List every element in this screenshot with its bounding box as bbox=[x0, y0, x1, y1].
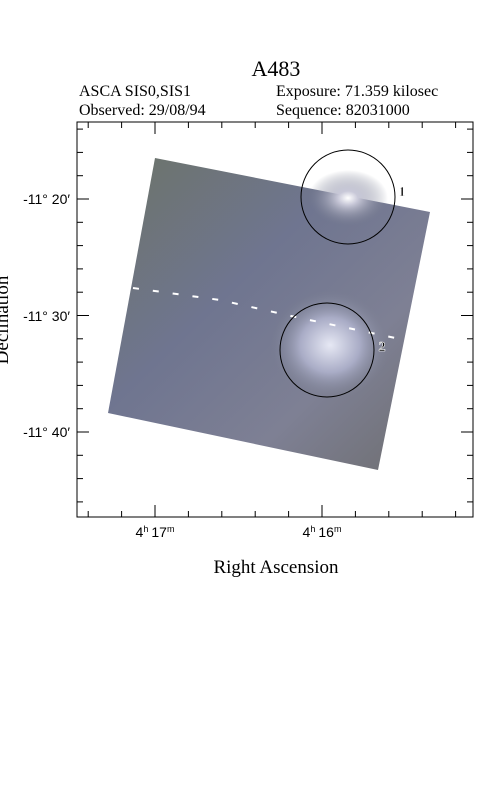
y-tick-label: -11° 30′ bbox=[23, 308, 70, 324]
observed: Observed: 29/08/94 bbox=[79, 102, 206, 119]
x-tick-label: 4h 16m bbox=[303, 524, 342, 540]
title: A483 bbox=[252, 56, 301, 81]
x-axis-label: Right Ascension bbox=[213, 557, 339, 578]
sequence: Sequence: 82031000 bbox=[276, 102, 410, 119]
x-tick-part: 17 bbox=[151, 524, 167, 540]
x-tick-part: h bbox=[310, 524, 315, 534]
region-label: 2 bbox=[379, 340, 386, 355]
y-tick-label: -11° 40′ bbox=[23, 424, 70, 440]
x-tick-label: 4h 17m bbox=[136, 524, 175, 540]
y-axis-label: Declination bbox=[0, 275, 13, 364]
instrument: ASCA SIS0,SIS1 bbox=[79, 83, 191, 100]
x-tick-part: h bbox=[143, 524, 148, 534]
tick-marks bbox=[77, 122, 473, 517]
sky-image bbox=[108, 158, 430, 470]
region-circle bbox=[279, 302, 375, 398]
x-tick-part: 4 bbox=[136, 524, 144, 540]
region-label: 1 bbox=[399, 185, 406, 200]
x-tick-part: 16 bbox=[318, 524, 334, 540]
x-tick-part: m bbox=[334, 524, 342, 534]
x-tick-part: 4 bbox=[303, 524, 311, 540]
exposure: Exposure: 71.359 kilosec bbox=[276, 83, 438, 100]
x-tick-part: m bbox=[167, 524, 175, 534]
plot-frame bbox=[76, 121, 474, 518]
region-circle bbox=[300, 149, 396, 245]
y-tick-label: -11° 20′ bbox=[23, 191, 70, 207]
